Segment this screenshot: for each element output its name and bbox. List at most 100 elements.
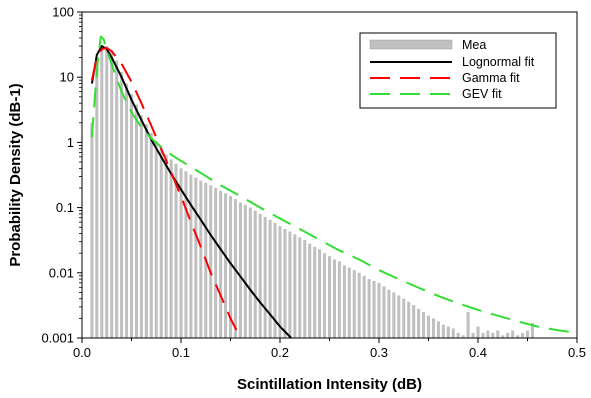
histogram-bar xyxy=(268,219,272,338)
y-axis-title: Probability Density (dB-1) xyxy=(7,83,24,266)
histogram-bar xyxy=(422,312,426,338)
histogram-bar xyxy=(273,223,277,338)
histogram-bar xyxy=(337,261,341,338)
histogram-bar xyxy=(179,168,183,338)
histogram-bar xyxy=(372,280,376,338)
y-tick-label: 0.001 xyxy=(41,331,74,346)
histogram-bar xyxy=(516,335,520,338)
histogram-bar xyxy=(347,267,351,338)
x-tick-label: 0.2 xyxy=(271,345,289,360)
histogram-bar xyxy=(456,332,460,338)
axis-ticks: 0.0 0.1 0.2 0.3 0.4 0.5 0.001 0.01 0.1 1 10 100 xyxy=(41,5,586,361)
y-tick-label: 10 xyxy=(60,70,74,85)
legend-label-mea: Mea xyxy=(462,38,486,52)
x-axis-title: Scintillation Intensity (dB) xyxy=(237,376,422,393)
x-tick-label: 0.1 xyxy=(172,345,190,360)
histogram-bar xyxy=(115,60,119,338)
histogram-bar xyxy=(120,72,124,338)
histogram-bar xyxy=(521,332,525,338)
gev-fit-curve xyxy=(90,35,577,334)
histogram-bar xyxy=(486,330,490,338)
histogram-bar xyxy=(248,207,252,338)
histogram-bar xyxy=(144,124,148,338)
histogram-bar xyxy=(441,324,445,338)
histogram-bar xyxy=(491,332,495,338)
histogram-bar xyxy=(219,190,223,338)
legend-swatch-mea xyxy=(369,39,453,50)
y-tick-label: 0.01 xyxy=(49,265,74,280)
histogram-bar xyxy=(105,46,109,338)
histogram-bar xyxy=(194,177,198,338)
x-tick-label: 0.0 xyxy=(73,345,91,360)
histogram-bar xyxy=(283,228,287,338)
histogram-bar xyxy=(224,193,228,338)
histogram-bar xyxy=(382,286,386,338)
histogram-bar xyxy=(125,83,129,338)
histogram-bars xyxy=(90,46,534,338)
histogram-bar xyxy=(169,159,173,338)
histogram-bar xyxy=(134,104,138,338)
histogram-bar xyxy=(308,243,312,338)
histogram-bar xyxy=(530,322,534,338)
histogram-bar xyxy=(407,301,411,338)
histogram-bar xyxy=(189,174,193,338)
legend-label-gev: GEV fit xyxy=(462,87,502,101)
histogram-bar xyxy=(426,315,431,338)
histogram-bar xyxy=(332,259,336,338)
histogram-bar xyxy=(431,318,435,338)
histogram-bar xyxy=(323,253,327,338)
histogram-bar xyxy=(417,308,421,338)
x-tick-label: 0.4 xyxy=(469,345,487,360)
fit-curves xyxy=(90,35,577,338)
histogram-bar xyxy=(184,171,188,338)
histogram-bar xyxy=(159,148,163,338)
x-tick-label: 0.5 xyxy=(568,345,586,360)
histogram-bar xyxy=(174,163,178,338)
histogram-bar xyxy=(110,51,114,338)
histogram-bar xyxy=(199,180,203,338)
histogram-bar xyxy=(501,335,505,338)
histogram-bar xyxy=(90,122,94,338)
gamma-fit-curve xyxy=(90,47,242,338)
histogram-bar xyxy=(362,275,366,338)
y-tick-label: 1 xyxy=(67,135,74,150)
histogram-bar xyxy=(377,282,381,338)
histogram-bar xyxy=(278,226,282,338)
legend: Mea Lognormal fit Gamma fit GEV fit xyxy=(359,32,557,109)
legend-label-gamma: Gamma fit xyxy=(462,71,520,85)
histogram-bar xyxy=(100,48,104,338)
histogram-bar xyxy=(506,332,510,338)
legend-label-lognormal: Lognormal fit xyxy=(462,55,535,69)
histogram-bar xyxy=(209,185,213,338)
histogram-bar xyxy=(466,312,470,338)
histogram-bar xyxy=(367,279,371,338)
histogram-bar xyxy=(387,289,391,338)
histogram-bar xyxy=(298,237,302,338)
histogram-bar xyxy=(461,335,465,338)
histogram-bar xyxy=(397,295,401,338)
histogram-bar xyxy=(313,246,317,338)
y-tick-label: 0.1 xyxy=(56,200,74,215)
histogram-bar xyxy=(496,330,500,338)
lognormal-fit-curve xyxy=(90,45,293,338)
histogram-bar xyxy=(228,196,233,338)
histogram-bar xyxy=(253,210,257,338)
y-tick-label: 100 xyxy=(52,5,74,20)
histogram-bar xyxy=(471,332,475,338)
histogram-bar xyxy=(238,202,242,338)
histogram-bar xyxy=(263,216,267,338)
histogram-bar xyxy=(154,141,158,338)
histogram-bar xyxy=(318,249,322,338)
histogram-bar xyxy=(129,94,134,338)
histogram-bar xyxy=(481,332,485,338)
histogram-bar xyxy=(446,326,450,338)
x-tick-label: 0.3 xyxy=(370,345,388,360)
histogram-bar xyxy=(412,305,416,338)
histogram-bar xyxy=(258,213,262,338)
histogram-bar xyxy=(476,326,480,338)
histogram-bar xyxy=(303,239,307,338)
histogram-bar xyxy=(342,265,346,338)
histogram-bar xyxy=(95,57,99,338)
histogram-bar xyxy=(243,204,247,338)
